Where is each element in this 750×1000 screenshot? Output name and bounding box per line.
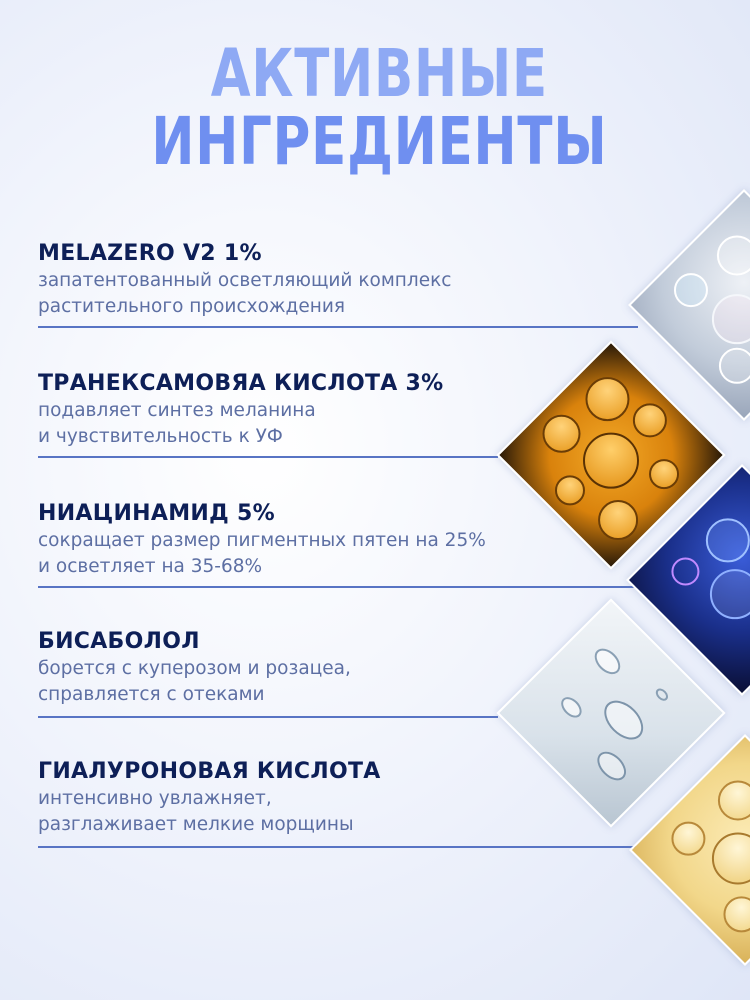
ingredient-desc-line-1: борется с куперозом и розацеа, — [38, 658, 351, 679]
ingredient-desc-line-1: подавляет синтез меланина — [38, 400, 316, 421]
ingredient-melazero: MELAZERO V2 1% запатентованный осветляющ… — [38, 240, 628, 320]
ingredient-desc-line-1: интенсивно увлажняет, — [38, 788, 272, 809]
divider — [38, 326, 638, 328]
ingredient-tranexamic-acid: ТРАНЕКСАМОВЯА КИСЛОТА 3% подавляет синте… — [38, 370, 628, 450]
divider — [38, 716, 498, 718]
title-line-2: ИНГРЕДИЕНТЫ — [151, 103, 608, 180]
ingredient-hyaluronic-acid: ГИАЛУРОНОВАЯ КИСЛОТА интенсивно увлажняе… — [38, 758, 628, 838]
ingredient-name: ГИАЛУРОНОВАЯ КИСЛОТА — [38, 759, 381, 784]
ingredient-name: MELAZERO V2 1% — [38, 241, 262, 266]
ingredient-desc-line-2: растительного происхождения — [38, 296, 345, 317]
title-line-1: АКТИВНЫЕ — [210, 35, 548, 112]
ingredient-name: БИСАБОЛОЛ — [38, 629, 200, 654]
ingredient-desc-line-2: и осветляет на 35-68% — [38, 556, 263, 577]
ingredient-desc-line-1: сокращает размер пигментных пятен на 25% — [38, 530, 486, 551]
ingredient-niacinamide: НИАЦИНАМИД 5% сокращает размер пигментны… — [38, 500, 628, 580]
ingredient-bisabolol: БИСАБОЛОЛ борется с куперозом и розацеа,… — [38, 628, 628, 708]
ingredient-desc-line-2: справляется с отеками — [38, 684, 265, 705]
ingredient-desc-line-2: разглаживает мелкие морщины — [38, 814, 354, 835]
divider — [38, 586, 638, 588]
ingredient-name: ТРАНЕКСАМОВЯА КИСЛОТА 3% — [38, 371, 444, 396]
title: АКТИВНЫЕ ИНГРЕДИЕНТЫ — [87, 40, 672, 176]
ingredient-name: НИАЦИНАМИД 5% — [38, 501, 275, 526]
ingredient-desc-line-1: запатентованный осветляющий комплекс — [38, 270, 452, 291]
divider — [38, 456, 498, 458]
ingredient-desc-line-2: и чувствительность к УФ — [38, 426, 283, 447]
divider — [38, 846, 638, 848]
